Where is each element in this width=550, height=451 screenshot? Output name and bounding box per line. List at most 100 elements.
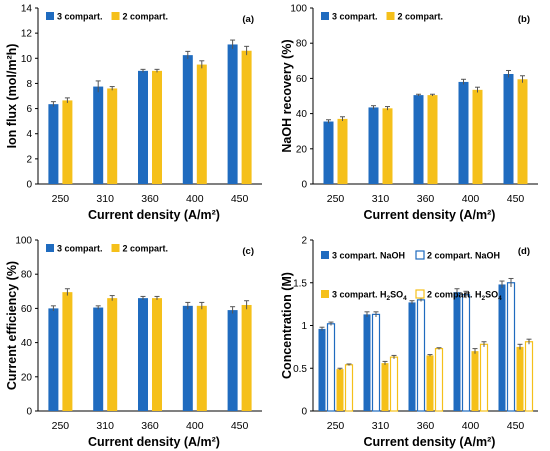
y-tick-label: 80 xyxy=(21,270,33,281)
panel-label: (d) xyxy=(518,246,530,257)
legend-swatch xyxy=(321,251,329,259)
legend: 3 compart. 2 compart. xyxy=(321,12,443,22)
y-axis-title: NaOH recovery (%) xyxy=(280,39,294,152)
panel-label: (c) xyxy=(242,246,254,257)
legend-label: 3 compart. xyxy=(57,12,103,22)
chart-panel-4: 0 0.5 1 1.5 2 250 310 360 400 450 (d) 3 compart. Na… xyxy=(280,236,538,449)
bar xyxy=(152,70,162,184)
bar xyxy=(318,328,326,411)
bar xyxy=(434,347,444,412)
bar xyxy=(506,282,516,412)
y-tick-label: 60 xyxy=(296,74,308,85)
bar xyxy=(516,346,524,411)
bar xyxy=(107,298,118,411)
x-tick-label: 310 xyxy=(372,420,390,432)
bar xyxy=(336,369,344,411)
bar xyxy=(182,305,193,411)
x-tick-label: 310 xyxy=(372,193,390,205)
y-tick-label: 0 xyxy=(301,180,307,191)
y-tick-label: 4 xyxy=(26,129,32,140)
legend-label: 3 compart. NaOH xyxy=(332,251,405,261)
bar xyxy=(479,343,489,412)
legend-swatch xyxy=(111,244,120,252)
x-axis-title: Current density (A/m²) xyxy=(364,435,496,449)
bar xyxy=(241,50,252,184)
legend-swatch xyxy=(415,250,425,260)
legend-swatch xyxy=(111,12,120,20)
y-tick-label: 1 xyxy=(301,321,307,332)
y-tick-label: 20 xyxy=(296,144,308,155)
y-tick-label: 2 xyxy=(26,154,32,165)
bar xyxy=(371,313,381,412)
bar xyxy=(382,108,393,184)
legend-swatch xyxy=(415,289,425,299)
legend: 3 compart. 2 compart. xyxy=(46,12,168,22)
bar xyxy=(426,355,434,411)
legend-label: 2 compart. xyxy=(123,244,169,254)
panel-label: (a) xyxy=(242,14,254,25)
bar xyxy=(227,44,238,185)
bar xyxy=(48,308,59,411)
bar xyxy=(389,356,399,412)
y-tick-label: 80 xyxy=(296,39,308,50)
bar xyxy=(93,307,104,411)
x-tick-label: 360 xyxy=(417,420,435,432)
y-tick-label: 14 xyxy=(21,4,33,15)
bar xyxy=(138,70,148,184)
bar xyxy=(227,310,238,411)
x-tick-label: 360 xyxy=(141,193,159,205)
x-axis-title: Current density (A/m²) xyxy=(364,208,496,222)
bar xyxy=(368,107,379,184)
bar xyxy=(503,74,514,184)
x-tick-label: 450 xyxy=(507,193,525,205)
bar xyxy=(471,351,479,411)
x-tick-label: 400 xyxy=(186,420,204,432)
bar xyxy=(182,55,193,185)
x-tick-label: 450 xyxy=(507,420,525,432)
bar xyxy=(517,79,528,184)
x-tick-label: 360 xyxy=(417,193,435,205)
bar xyxy=(107,88,118,184)
bar xyxy=(427,95,438,184)
y-tick-label: 0 xyxy=(26,180,32,191)
bar xyxy=(524,341,534,412)
bar xyxy=(363,314,371,411)
x-tick-label: 450 xyxy=(231,420,249,432)
bar xyxy=(93,86,104,184)
legend-label: 2 compart. NaOH xyxy=(427,251,500,261)
y-axis-title: Ion flux (mol/m²h) xyxy=(5,44,19,149)
bar xyxy=(196,305,207,411)
legend-label: 3 compart. xyxy=(332,12,378,22)
x-tick-label: 250 xyxy=(327,420,345,432)
y-tick-label: 1.5 xyxy=(293,278,307,289)
legend-label: 3 compart. xyxy=(57,244,103,254)
y-tick-label: 8 xyxy=(26,79,32,90)
legend-swatch xyxy=(46,12,54,20)
legend-swatch xyxy=(386,12,395,20)
bar xyxy=(241,304,252,411)
bar xyxy=(453,292,461,411)
chart-panel-1: 0 2 4 6 8 10 12 14 250 310 360 400 450 (a) 3 compart. 2… xyxy=(5,4,262,222)
x-tick-label: 250 xyxy=(327,193,345,205)
y-tick-label: 0 xyxy=(301,407,307,418)
chart-panel-3: 0 20 40 60 80 100 250 310 360 400 450 (c) 3 compart.… xyxy=(5,236,262,449)
legend-label: 2 compart. xyxy=(398,12,444,22)
x-tick-label: 450 xyxy=(231,193,249,205)
bar xyxy=(196,64,207,184)
x-tick-label: 400 xyxy=(462,193,480,205)
bar xyxy=(62,292,73,411)
bar xyxy=(48,104,59,184)
y-tick-label: 6 xyxy=(26,104,32,115)
bar xyxy=(413,95,424,184)
x-tick-label: 250 xyxy=(52,193,70,205)
y-tick-label: 12 xyxy=(21,29,33,40)
x-tick-label: 400 xyxy=(186,193,204,205)
legend-swatch xyxy=(321,290,329,298)
legend-swatch xyxy=(321,12,329,20)
x-tick-label: 310 xyxy=(96,193,114,205)
bar xyxy=(138,298,148,411)
bar xyxy=(344,364,354,412)
y-tick-label: 60 xyxy=(21,304,33,315)
bar xyxy=(472,89,483,184)
